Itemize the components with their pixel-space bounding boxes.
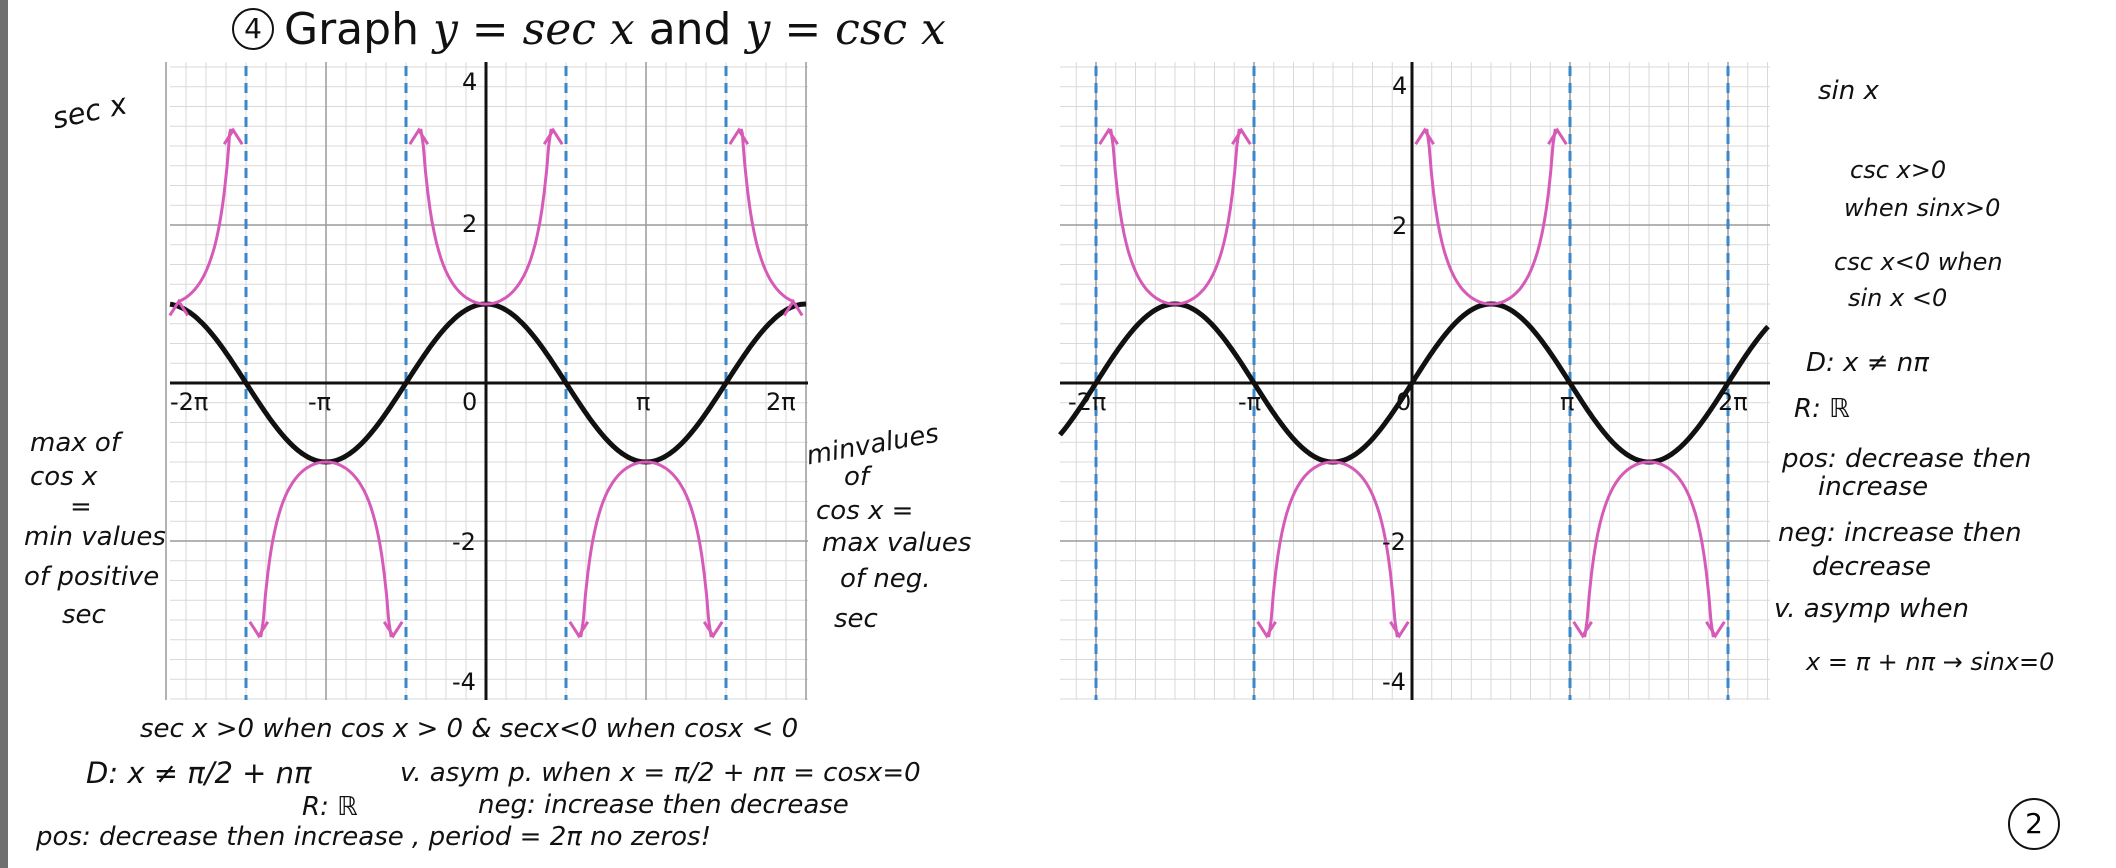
note-neg1-csc: neg: increase then (1778, 518, 2022, 548)
note-csc-pos2: when sinx>0 (1844, 194, 2001, 222)
right-xtick-2pi: 2π (1718, 388, 1748, 416)
arrowhead (382, 620, 404, 639)
arrowhead (542, 127, 564, 146)
arrowhead (1572, 620, 1593, 639)
note-max-of: max of (30, 428, 120, 458)
right-reciprocal-branch (1582, 460, 1716, 638)
title-eq-csc: y = csc x (745, 4, 946, 55)
left-reciprocal-branch (578, 460, 714, 638)
right-xtick-pi: π (1560, 388, 1574, 416)
right-ytick-4: 4 (1392, 72, 1407, 100)
arrowhead (168, 298, 190, 317)
left-reciprocal-branch (178, 128, 234, 303)
right-asymptotes (1094, 66, 1730, 700)
note-cosx: cos x (30, 462, 98, 492)
note-sec-sign: sec x >0 when cos x > 0 & secx<0 when co… (140, 714, 799, 744)
left-ytick-neg4: -4 (452, 668, 476, 696)
left-curves (168, 127, 807, 639)
left-xtick-negpi: -π (308, 388, 331, 416)
arrowhead (782, 298, 804, 317)
left-reciprocal-branch (738, 128, 794, 303)
arrowhead (248, 620, 270, 639)
note-of-neg: of neg. (840, 564, 931, 594)
note-csc-neg2: sin x <0 (1848, 284, 1948, 312)
arrowhead (1547, 127, 1568, 146)
left-ytick-2: 2 (462, 210, 477, 238)
note-equals: = (70, 492, 92, 522)
arrowhead (1098, 127, 1119, 146)
arrowhead (1256, 620, 1277, 639)
left-axes (170, 62, 808, 700)
left-xtick-2pi: 2π (766, 388, 796, 416)
left-asymptotes (244, 66, 728, 700)
left-ytick-neg2: -2 (452, 528, 476, 556)
note-pos1-csc: pos: decrease then (1782, 444, 2032, 474)
note-csc-neg1: csc x<0 when (1834, 248, 2003, 276)
note-neg2-csc: decrease (1812, 552, 1931, 582)
title-prefix: Graph (284, 4, 433, 55)
right-ytick-2: 2 (1392, 212, 1407, 240)
arrowhead (568, 620, 590, 639)
right-reciprocal-branch (1266, 460, 1400, 638)
note-pos2-csc: increase (1818, 472, 1929, 502)
note-sinx: sin x (1818, 76, 1879, 106)
arrowhead (408, 127, 430, 146)
right-ytick-neg4: -4 (1382, 668, 1406, 696)
right-xtick-negpi: -π (1238, 388, 1261, 416)
note-of-positive: of positive (24, 562, 160, 592)
note-range-sec: R: ℝ (302, 792, 358, 822)
left-xtick-pi: π (636, 388, 650, 416)
note-max-values: max values (822, 528, 972, 558)
note-of: of (844, 462, 870, 492)
right-ytick-neg2: -2 (1382, 528, 1406, 556)
left-reciprocal-branch (418, 128, 554, 306)
arrowhead (1705, 620, 1726, 639)
right-xtick-neg2pi: -2π (1068, 388, 1106, 416)
arrowhead (1231, 127, 1252, 146)
left-grid (165, 62, 808, 700)
right-xtick-0: 0 (1396, 388, 1411, 416)
arrowhead (702, 620, 724, 639)
arrowhead (1389, 620, 1410, 639)
problem-number: 4 (232, 8, 274, 50)
page-number: 2 (2008, 798, 2060, 850)
note-neg-sec: neg: increase then decrease (478, 790, 849, 820)
right-reciprocal-branch (1424, 128, 1558, 306)
left-xtick-neg2pi: -2π (170, 388, 208, 416)
note-vasym2-csc: x = π + nπ → sinx=0 (1806, 648, 2055, 676)
left-reciprocal-branch (258, 460, 394, 638)
note-domain-sec: D: x ≠ π/2 + nπ (86, 756, 312, 790)
right-reciprocal-branch (1108, 128, 1242, 306)
title-eq-sec: y = sec x (432, 4, 635, 55)
note-pos-sec: pos: decrease then increase , period = 2… (36, 822, 712, 852)
note-range-csc: R: ℝ (1794, 394, 1850, 424)
left-ytick-4: 4 (462, 68, 477, 96)
note-domain-csc: D: x ≠ nπ (1806, 348, 1929, 378)
note-vasym1-csc: v. asymp when (1774, 594, 1969, 624)
left-xtick-0: 0 (462, 388, 477, 416)
title-conj: and (634, 4, 746, 55)
note-cosx-eq: cos x = (816, 496, 914, 526)
problem-title: 4 Graph y = sec x and y = csc x (232, 4, 946, 55)
right-curves (1058, 127, 1770, 639)
note-sec: sec (62, 600, 106, 630)
arrowhead (1414, 127, 1435, 146)
note-secc: sec (834, 604, 878, 634)
arrowhead (222, 127, 244, 146)
note-csc-pos1: csc x>0 (1850, 156, 1947, 184)
note-vasym-sec: v. asym p. when x = π/2 + nπ = cosx=0 (400, 758, 921, 788)
scan-edge (0, 0, 8, 868)
arrowhead (728, 127, 750, 146)
note-min-values: min values (24, 522, 166, 552)
